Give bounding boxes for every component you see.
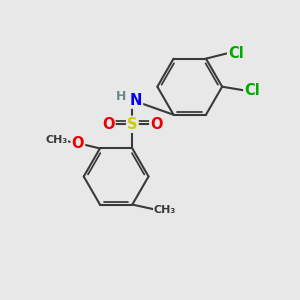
Text: N: N bbox=[130, 93, 142, 108]
Text: O: O bbox=[102, 117, 114, 132]
Text: O: O bbox=[72, 136, 84, 151]
Text: S: S bbox=[127, 117, 138, 132]
Text: CH₃: CH₃ bbox=[154, 205, 176, 215]
Text: O: O bbox=[150, 117, 163, 132]
Text: CH₃: CH₃ bbox=[45, 135, 68, 145]
Text: Cl: Cl bbox=[244, 83, 260, 98]
Text: Cl: Cl bbox=[228, 46, 244, 61]
Text: H: H bbox=[116, 90, 126, 103]
